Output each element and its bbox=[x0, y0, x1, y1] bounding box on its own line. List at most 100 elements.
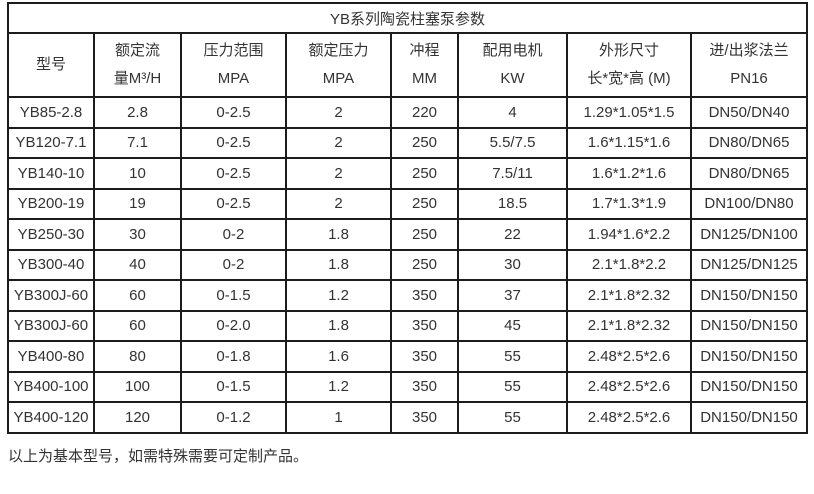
cell-value: 2.48*2.5*2.6 bbox=[566, 401, 692, 434]
cell-value: 7.5/11 bbox=[457, 157, 568, 190]
table-row: YB400-100 100 0-1.5 1.2 350 55 2.48*2.5*2.6 DN1… bbox=[7, 370, 809, 403]
cell-value: 37 bbox=[457, 279, 568, 312]
cell-value: 18.5 bbox=[457, 187, 568, 220]
cell-value: 2.1*1.8*2.32 bbox=[566, 309, 692, 342]
cell-model: YB85-2.8 bbox=[7, 96, 95, 129]
table-row: YB85-2.8 2.8 0-2.5 2 220 4 1.29*1.05*1.5 DN50/D… bbox=[7, 96, 809, 129]
column-header-line1: 进/出浆法兰 bbox=[709, 42, 789, 59]
cell-model: YB400-120 bbox=[7, 401, 95, 434]
cell-value: DN125/DN100 bbox=[689, 218, 809, 251]
cell-value: 1.6*1.15*1.6 bbox=[566, 126, 692, 159]
cell-value: 80 bbox=[93, 340, 182, 373]
column-header-line2: MM bbox=[412, 70, 437, 87]
cell-value: 0-1.5 bbox=[180, 370, 287, 403]
table-title-row: YB系列陶瓷柱塞泵参数 bbox=[6, 2, 809, 34]
cell-model: YB140-10 bbox=[7, 157, 95, 190]
cell-value: 220 bbox=[390, 96, 459, 129]
column-header-line1: 冲程 bbox=[409, 42, 440, 59]
column-header-0: 型号 bbox=[7, 32, 95, 98]
cell-value: DN150/DN150 bbox=[689, 279, 809, 312]
cell-value: 250 bbox=[390, 248, 459, 281]
column-header-7: 进/出浆法兰 PN16 bbox=[689, 32, 809, 98]
cell-model: YB300J-60 bbox=[7, 309, 95, 342]
cell-value: 4 bbox=[457, 96, 568, 129]
cell-value: 350 bbox=[390, 309, 459, 342]
column-header-line2: 量M³/H bbox=[113, 70, 162, 87]
cell-value: DN150/DN150 bbox=[689, 340, 809, 373]
cell-value: 1.2 bbox=[285, 370, 392, 403]
cell-value: 250 bbox=[390, 187, 459, 220]
column-header-line2: PN16 bbox=[730, 70, 768, 87]
cell-value: 0-2.0 bbox=[180, 309, 287, 342]
cell-value: 2.48*2.5*2.6 bbox=[566, 340, 692, 373]
table-row: YB250-30 30 0-2 1.8 250 22 1.94*1.6*2.2 DN125/D… bbox=[7, 218, 809, 251]
column-header-line2: KW bbox=[500, 70, 525, 87]
table-title: YB系列陶瓷柱塞泵参数 bbox=[6, 2, 809, 34]
cell-value: 0-1.5 bbox=[180, 279, 287, 312]
column-header-line1: 型号 bbox=[35, 56, 66, 73]
cell-value: 60 bbox=[93, 279, 182, 312]
cell-value: 250 bbox=[390, 126, 459, 159]
cell-model: YB120-7.1 bbox=[7, 126, 95, 159]
cell-value: 1.29*1.05*1.5 bbox=[566, 96, 692, 129]
cell-value: 350 bbox=[390, 401, 459, 434]
column-header-1: 额定流量M³/H bbox=[93, 32, 182, 98]
cell-value: 1.6 bbox=[285, 340, 392, 373]
column-header-line1: 额定压力 bbox=[308, 42, 369, 59]
cell-value: 1.7*1.3*1.9 bbox=[566, 187, 692, 220]
footer-note: 以上为基本型号，如需特殊需要可定制产品。 bbox=[8, 447, 309, 465]
cell-value: 0-2.5 bbox=[180, 126, 287, 159]
cell-value: 2.1*1.8*2.32 bbox=[566, 279, 692, 312]
table-row: YB140-10 10 0-2.5 2 250 7.5/11 1.6*1.2*1.6 DN80… bbox=[7, 157, 809, 190]
cell-value: 120 bbox=[93, 401, 182, 434]
cell-value: 30 bbox=[93, 218, 182, 251]
cell-value: 40 bbox=[93, 248, 182, 281]
cell-value: 250 bbox=[390, 218, 459, 251]
cell-value: 0-1.8 bbox=[180, 340, 287, 373]
cell-value: 2.48*2.5*2.6 bbox=[566, 370, 692, 403]
cell-value: 350 bbox=[390, 279, 459, 312]
table-row: YB300J-60 60 0-2.0 1.8 350 45 2.1*1.8*2.32 DN15… bbox=[7, 309, 809, 342]
cell-value: DN150/DN150 bbox=[689, 309, 809, 342]
column-header-3: 额定压力 MPA bbox=[285, 32, 392, 98]
cell-value: 7.1 bbox=[93, 126, 182, 159]
table-row: YB200-19 19 0-2.5 2 250 18.5 1.7*1.3*1.9 DN100/… bbox=[7, 187, 809, 220]
cell-value: 10 bbox=[93, 157, 182, 190]
table-row: YB120-7.1 7.1 0-2.5 2 250 5.5/7.5 1.6*1.15*1.6… bbox=[7, 126, 809, 159]
cell-value: 55 bbox=[457, 401, 568, 434]
cell-value: 250 bbox=[390, 157, 459, 190]
cell-value: 0-2 bbox=[180, 218, 287, 251]
pump-spec-table: YB系列陶瓷柱塞泵参数 型号 额定流 量M³/H 压力范围 MPA 额定压力 MPA 冲程 MM… bbox=[6, 2, 809, 434]
cell-value: 2.8 bbox=[93, 96, 182, 129]
cell-value: 2 bbox=[285, 187, 392, 220]
column-header-line2: 长*宽*高 (M) bbox=[587, 70, 671, 87]
cell-model: YB250-30 bbox=[7, 218, 95, 251]
column-header-2: 压力范围 MPA bbox=[180, 32, 287, 98]
cell-value: DN50/DN40 bbox=[689, 96, 809, 129]
cell-value: DN150/DN150 bbox=[689, 401, 809, 434]
cell-value: 1.6*1.2*1.6 bbox=[566, 157, 692, 190]
table-header-row: 型号 额定流 量M³/H 压力范围 MPA 额定压力 MPA 冲程 MM 配用电机 KW 外形尺寸 长*… bbox=[7, 32, 809, 98]
page: YB系列陶瓷柱塞泵参数 型号 额定流 量M³/H 压力范围 MPA 额定压力 MPA 冲程 MM… bbox=[6, 2, 809, 465]
cell-value: DN125/DN125 bbox=[689, 248, 809, 281]
cell-value: 2 bbox=[285, 96, 392, 129]
cell-value: 350 bbox=[390, 340, 459, 373]
cell-value: 45 bbox=[457, 309, 568, 342]
cell-value: 0-2.5 bbox=[180, 187, 287, 220]
column-header-5: 配用电机 KW bbox=[457, 32, 568, 98]
cell-value: 30 bbox=[457, 248, 568, 281]
table-row: YB300-40 40 0-2 1.8 250 30 2.1*1.8*2.2 DN125/DN… bbox=[7, 248, 809, 281]
cell-value: DN80/DN65 bbox=[689, 157, 809, 190]
cell-value: 5.5/7.5 bbox=[457, 126, 568, 159]
cell-value: 2 bbox=[285, 126, 392, 159]
cell-value: 19 bbox=[93, 187, 182, 220]
column-header-line2: MPA bbox=[217, 70, 250, 87]
column-header-line1: 额定流 bbox=[114, 42, 160, 59]
cell-value: 2 bbox=[285, 157, 392, 190]
table-body: YB85-2.8 2.8 0-2.5 2 220 4 1.29*1.05*1.5 DN50/D… bbox=[7, 96, 809, 434]
cell-value: 55 bbox=[457, 370, 568, 403]
cell-model: YB400-80 bbox=[7, 340, 95, 373]
cell-value: 1.2 bbox=[285, 279, 392, 312]
table-row: YB400-120 120 0-1.2 1 350 55 2.48*2.5*2.6 DN150… bbox=[7, 401, 809, 434]
column-header-line1: 外形尺寸 bbox=[598, 42, 659, 59]
